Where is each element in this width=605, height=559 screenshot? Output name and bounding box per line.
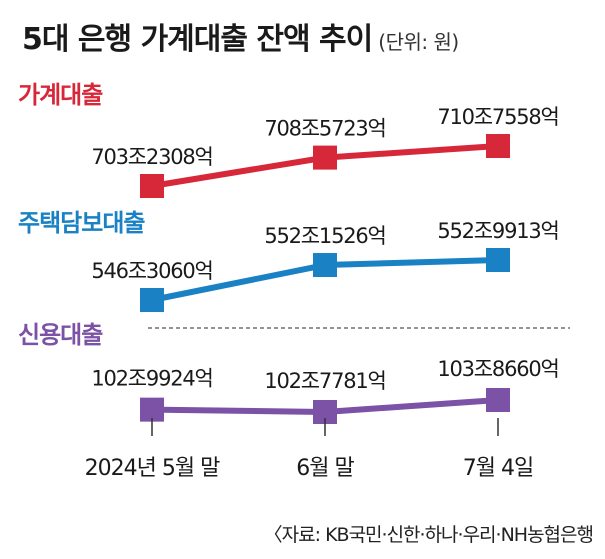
series-name-credit: 신용대출 xyxy=(18,321,103,349)
point-marker-household-2 xyxy=(486,134,510,158)
x-tick-label-0: 2024년 5월 말 xyxy=(85,456,220,481)
data-label-credit-1: 102조7781억 xyxy=(264,369,385,393)
unit-label: (단위: 원) xyxy=(378,30,459,54)
point-marker-household-1 xyxy=(313,145,337,170)
data-label-household-0: 703조2308억 xyxy=(91,145,212,169)
data-label-credit-2: 103조8660억 xyxy=(437,357,558,381)
x-tick-label-1: 6월 말 xyxy=(296,456,354,481)
data-label-mortgage-2: 552조9913억 xyxy=(437,219,558,243)
source-note: 〈자료: KB국민·신한·하나·우리·NH농협은행 xyxy=(263,524,594,546)
point-marker-credit-2 xyxy=(486,388,510,412)
data-label-household-2: 710조7558억 xyxy=(437,105,558,129)
x-tick-label-2: 7월 4일 xyxy=(463,456,533,481)
chart-title: 5대 은행 가계대출 잔액 추이 (단위: 원) xyxy=(22,14,459,58)
data-label-credit-0: 102조9924억 xyxy=(91,367,212,391)
data-label-mortgage-1: 552조1526억 xyxy=(264,224,385,248)
series-name-mortgage: 주택담보대출 xyxy=(18,209,145,237)
title-text: 5대 은행 가계대출 잔액 추이 xyxy=(22,22,373,57)
series-name-household: 가계대출 xyxy=(18,81,103,109)
data-label-mortgage-0: 546조3060억 xyxy=(91,259,212,283)
point-marker-household-0 xyxy=(140,174,164,198)
point-marker-mortgage-0 xyxy=(140,288,164,312)
point-marker-credit-0 xyxy=(140,397,164,422)
point-marker-mortgage-2 xyxy=(486,248,510,272)
point-marker-mortgage-1 xyxy=(313,253,337,278)
data-label-household-1: 708조5723억 xyxy=(264,117,385,141)
